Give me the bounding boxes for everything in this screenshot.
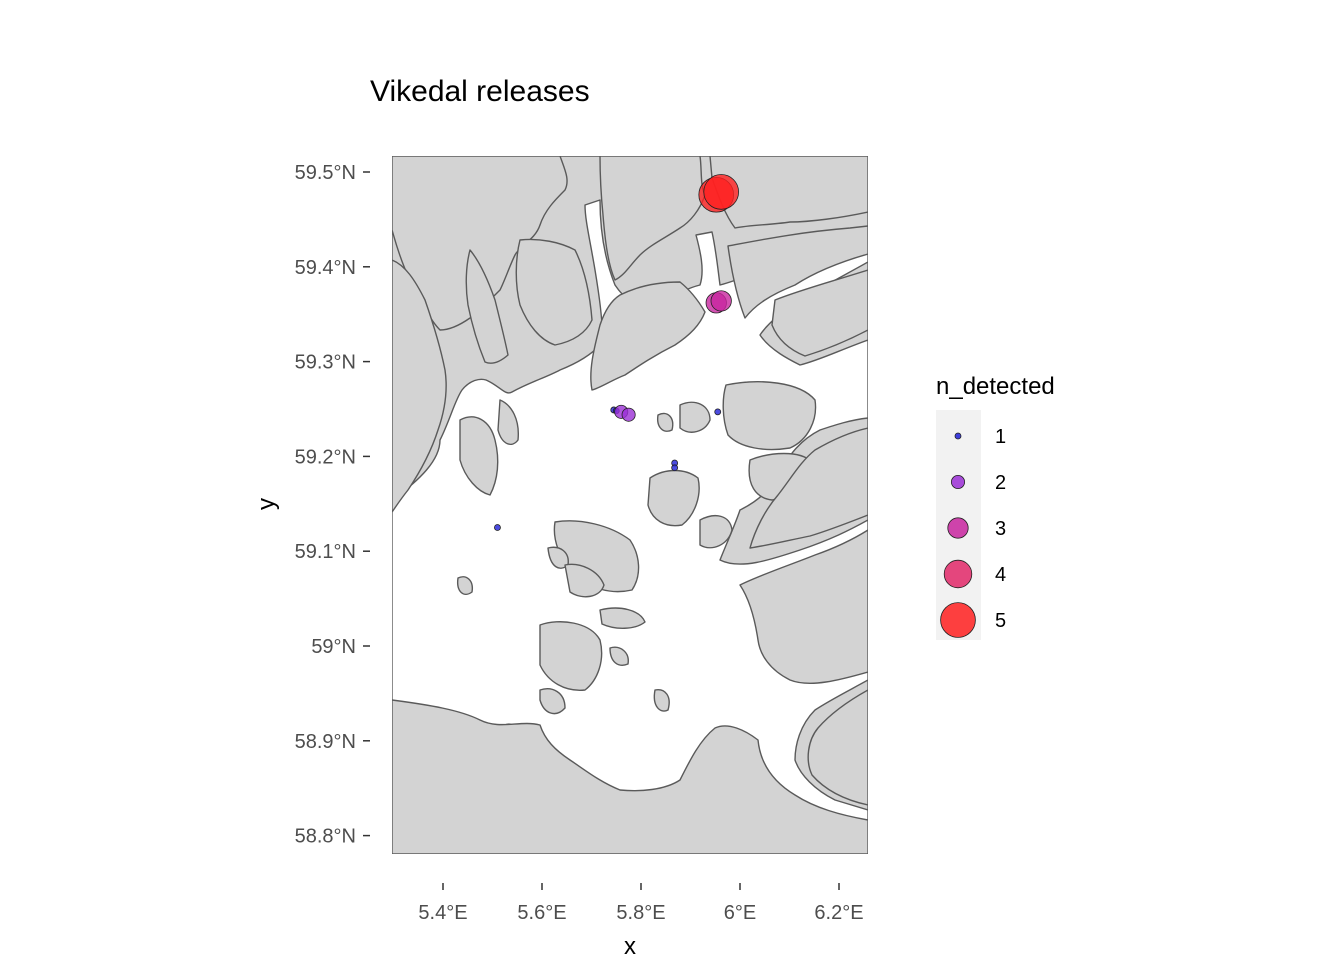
legend-key-label: 4 — [995, 564, 1006, 586]
legend-key-symbol — [951, 474, 966, 489]
detection-point — [714, 408, 722, 416]
chart-title: Vikedal releases — [370, 75, 590, 108]
land-middle-block — [590, 281, 706, 391]
island-8 — [699, 514, 733, 549]
y-tick-label: 58.8°N — [295, 826, 356, 848]
island-5 — [657, 412, 674, 432]
x-tick-label: 5.6°E — [517, 902, 566, 924]
x-axis: 5.4°E 5.6°E 5.8°E 6°E 6.2°E — [418, 883, 864, 924]
x-tick-label: 5.8°E — [616, 902, 665, 924]
land-east-mid — [771, 269, 868, 357]
land-west-coast — [392, 259, 447, 513]
land-middle-east — [727, 225, 868, 319]
land-east-2 — [749, 427, 868, 549]
y-tick-label: 59.5°N — [295, 162, 356, 184]
legend-key-label: 1 — [995, 426, 1006, 448]
island-1 — [459, 416, 499, 496]
y-tick-label: 59.4°N — [295, 257, 356, 279]
land-east — [739, 529, 868, 685]
y-axis-title: y — [253, 498, 280, 510]
detection-point — [621, 407, 636, 422]
x-axis-title: x — [624, 933, 636, 960]
island-3 — [722, 381, 817, 451]
island-2 — [497, 399, 519, 446]
x-tick-label: 5.4°E — [418, 902, 467, 924]
island-11 — [564, 563, 605, 598]
legend-key-symbol — [940, 602, 976, 638]
island-4 — [679, 401, 711, 433]
x-tick-label: 6°E — [724, 902, 756, 924]
legend-key-label: 3 — [995, 518, 1006, 540]
y-tick-label: 59.2°N — [295, 446, 356, 468]
y-tick-label: 59°N — [311, 636, 356, 658]
island-12 — [599, 607, 646, 629]
legend: n_detected 1 2 3 4 5 — [936, 373, 1055, 640]
land-peninsula-mid — [515, 238, 593, 346]
y-tick-label: 59.1°N — [295, 541, 356, 563]
island-13 — [539, 621, 603, 691]
detection-point — [671, 464, 679, 472]
y-axis: 59.5°N 59.4°N 59.3°N 59.2°N 59.1°N 59°N 58.9°N… — [295, 162, 370, 848]
legend-keys: 1 2 3 4 5 — [940, 426, 1006, 638]
land-south-east — [807, 689, 868, 806]
legend-key-symbol — [947, 517, 969, 539]
legend-key-label: 2 — [995, 472, 1006, 494]
detection-point — [703, 174, 739, 210]
legend-key-symbol — [954, 432, 962, 440]
land-south — [392, 699, 868, 854]
island-16 — [539, 688, 566, 715]
island-15 — [609, 646, 629, 666]
legend-key-symbol — [943, 559, 973, 589]
legend-title: n_detected — [936, 373, 1055, 400]
detection-point — [494, 524, 501, 531]
x-tick-label: 6.2°E — [814, 902, 863, 924]
legend-key-label: 5 — [995, 610, 1006, 632]
land-west-peninsula — [465, 249, 509, 364]
y-tick-label: 58.9°N — [295, 731, 356, 753]
map-panel — [392, 156, 868, 854]
detection-point — [710, 290, 732, 312]
detection-points — [494, 174, 739, 531]
island-17 — [653, 689, 670, 712]
island-14 — [457, 576, 473, 596]
y-tick-label: 59.3°N — [295, 352, 356, 374]
